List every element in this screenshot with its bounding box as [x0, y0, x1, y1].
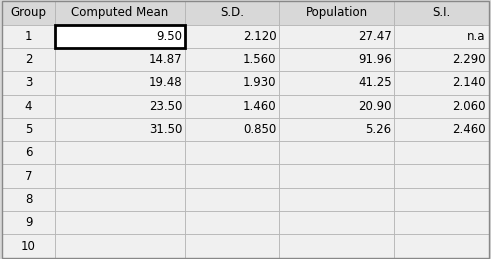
- Text: 9.50: 9.50: [157, 30, 183, 43]
- Bar: [279, 71, 394, 95]
- Text: 4: 4: [25, 100, 32, 113]
- Bar: [186, 25, 279, 48]
- Text: Population: Population: [306, 6, 368, 19]
- Bar: [55, 164, 186, 188]
- Bar: [186, 95, 279, 118]
- Bar: [186, 118, 279, 141]
- Text: S.I.: S.I.: [433, 6, 451, 19]
- Bar: [186, 141, 279, 164]
- Bar: [394, 48, 489, 71]
- Text: 5: 5: [25, 123, 32, 136]
- Bar: [2, 25, 55, 48]
- Bar: [279, 48, 394, 71]
- Bar: [186, 1, 279, 25]
- Bar: [279, 118, 394, 141]
- Text: Group: Group: [11, 6, 47, 19]
- Text: 19.48: 19.48: [149, 76, 183, 89]
- Bar: [394, 141, 489, 164]
- Bar: [394, 188, 489, 211]
- Bar: [279, 1, 394, 25]
- Text: 14.87: 14.87: [149, 53, 183, 66]
- Text: 1.460: 1.460: [243, 100, 276, 113]
- Text: 91.96: 91.96: [358, 53, 391, 66]
- Bar: [2, 234, 55, 258]
- Bar: [55, 234, 186, 258]
- Bar: [394, 71, 489, 95]
- Text: n.a: n.a: [467, 30, 486, 43]
- Bar: [55, 188, 186, 211]
- Text: 31.50: 31.50: [149, 123, 183, 136]
- Text: 5.26: 5.26: [365, 123, 391, 136]
- Bar: [2, 211, 55, 234]
- Text: 3: 3: [25, 76, 32, 89]
- Text: S.D.: S.D.: [220, 6, 245, 19]
- Text: Computed Mean: Computed Mean: [71, 6, 169, 19]
- Bar: [394, 164, 489, 188]
- Bar: [2, 188, 55, 211]
- Text: 2.060: 2.060: [452, 100, 486, 113]
- Bar: [279, 95, 394, 118]
- Text: 20.90: 20.90: [358, 100, 391, 113]
- Bar: [55, 118, 186, 141]
- Bar: [55, 211, 186, 234]
- Bar: [55, 1, 186, 25]
- Text: 2: 2: [25, 53, 32, 66]
- Bar: [2, 164, 55, 188]
- Bar: [55, 25, 186, 48]
- Bar: [186, 164, 279, 188]
- Text: 6: 6: [25, 146, 32, 159]
- Bar: [2, 71, 55, 95]
- Bar: [55, 25, 186, 48]
- Bar: [186, 48, 279, 71]
- Bar: [279, 25, 394, 48]
- Text: 1: 1: [25, 30, 32, 43]
- Bar: [55, 48, 186, 71]
- Bar: [55, 141, 186, 164]
- Text: 7: 7: [25, 170, 32, 183]
- Bar: [186, 211, 279, 234]
- Text: 9.50: 9.50: [157, 30, 183, 43]
- Bar: [394, 95, 489, 118]
- Bar: [394, 1, 489, 25]
- Bar: [186, 71, 279, 95]
- Bar: [279, 164, 394, 188]
- Bar: [2, 1, 55, 25]
- Bar: [2, 48, 55, 71]
- Text: 41.25: 41.25: [358, 76, 391, 89]
- Bar: [55, 71, 186, 95]
- Bar: [279, 211, 394, 234]
- Text: 27.47: 27.47: [358, 30, 391, 43]
- Bar: [279, 141, 394, 164]
- Text: 2.290: 2.290: [452, 53, 486, 66]
- Text: 9: 9: [25, 216, 32, 229]
- Bar: [186, 188, 279, 211]
- Text: 0.850: 0.850: [243, 123, 276, 136]
- Text: 8: 8: [25, 193, 32, 206]
- Bar: [55, 95, 186, 118]
- Text: 2.460: 2.460: [452, 123, 486, 136]
- Text: 1.930: 1.930: [243, 76, 276, 89]
- Text: 2.140: 2.140: [452, 76, 486, 89]
- Bar: [279, 188, 394, 211]
- Bar: [2, 95, 55, 118]
- Text: 2.120: 2.120: [243, 30, 276, 43]
- Text: 23.50: 23.50: [149, 100, 183, 113]
- Text: 1.560: 1.560: [243, 53, 276, 66]
- Bar: [186, 234, 279, 258]
- Bar: [55, 25, 186, 48]
- Text: 10: 10: [21, 240, 36, 253]
- Bar: [279, 234, 394, 258]
- Bar: [394, 234, 489, 258]
- Bar: [2, 118, 55, 141]
- Bar: [394, 211, 489, 234]
- Bar: [2, 141, 55, 164]
- Bar: [394, 25, 489, 48]
- Bar: [394, 118, 489, 141]
